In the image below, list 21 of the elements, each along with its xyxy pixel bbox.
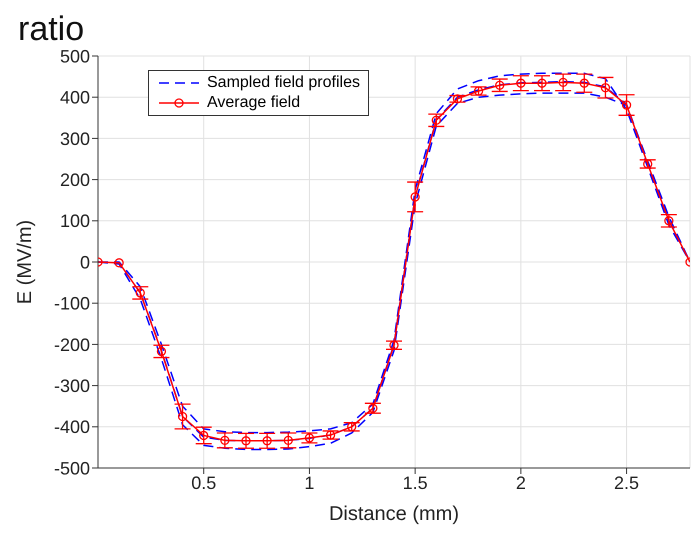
y-tick-label: -100 [54,294,90,314]
y-tick-label: -300 [54,376,90,396]
x-tick-label: 2.5 [614,472,640,493]
x-tick-label: 2 [516,472,526,493]
x-axis-title: Distance (mm) [328,503,460,525]
text: ratio [18,10,84,49]
y-tick-label: 400 [60,88,90,108]
y-tick-label: 0 [80,252,90,272]
y-tick-label: 200 [60,170,90,190]
legend-label: Average field [207,93,300,113]
legend-label: Sampled field profiles [207,73,360,93]
y-tick-label: -200 [54,334,90,355]
y-tick-label: -500 [54,458,90,478]
y-tick-label: 500 [60,46,90,66]
x-tick-label: 0.5 [191,472,216,493]
y-tick-label: 100 [60,211,90,232]
y-tick-label: 300 [60,128,90,149]
y-tick-label: -400 [54,417,90,438]
x-tick-label: 1.5 [402,472,428,493]
y-axis-title: E (MV/m) [14,220,36,304]
x-tick-label: 1 [304,472,314,493]
